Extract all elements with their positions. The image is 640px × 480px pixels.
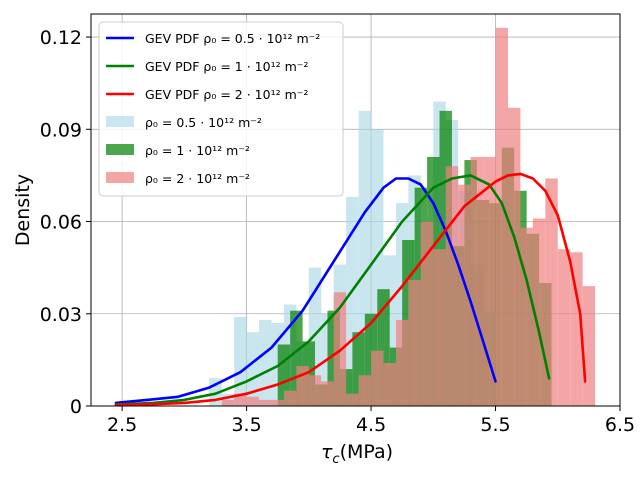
histogram-bar: [246, 396, 260, 406]
plot-frame: [90, 13, 621, 407]
histogram-bar: [458, 184, 471, 406]
histogram-bar: [483, 156, 496, 406]
x-axis-symbol: τ: [321, 441, 333, 463]
histogram-bar: [507, 107, 521, 406]
axis-ticks: 2.5 3.5 4.5 5.5 6.5 0 0.03 0.06 0.09 0.12: [40, 27, 635, 436]
histogram-bar: [246, 332, 260, 406]
legend-patch-swatch: [106, 116, 134, 127]
histogram-bar: [383, 362, 396, 406]
legend: GEV PDF ρ₀ = 0.5 · 10¹² m⁻² GEV PDF ρ₀ = …: [98, 21, 344, 197]
histogram-bar: [582, 286, 596, 406]
histogram-bar: [234, 316, 247, 406]
histogram-bar: [283, 390, 297, 406]
legend-entry-label: ρ₀ = 1 · 10¹² m⁻²: [145, 143, 250, 158]
histogram-bar: [358, 375, 372, 406]
y-tick-label: 0.09: [40, 119, 82, 141]
histogram-bar: [495, 27, 508, 406]
histogram-bar: [545, 178, 558, 406]
legend-entry-label: ρ₀ = 0.5 · 10¹² m⁻²: [145, 115, 262, 130]
histogram-bar: [221, 399, 235, 406]
histogram-bar: [346, 393, 359, 406]
histogram-bar: [570, 252, 583, 406]
histogram-bar: [532, 218, 546, 406]
legend-patch-swatch: [106, 144, 134, 155]
x-tick-label: 5.5: [480, 414, 510, 436]
histogram-bar: [371, 350, 384, 406]
histogram-bar: [557, 249, 571, 406]
histogram-bar: [520, 227, 533, 406]
histogram-bar: [445, 166, 459, 406]
y-axis-label: Density: [12, 174, 34, 246]
x-tick-label: 6.5: [605, 414, 635, 436]
histogram-bar: [321, 381, 334, 406]
legend-box: [98, 21, 344, 197]
y-tick-label: 0.06: [40, 212, 82, 234]
histogram-bar: [259, 399, 272, 406]
histogram-bar: [408, 279, 421, 406]
histogram-bar: [259, 319, 272, 406]
x-axis-unit: (MPa): [340, 441, 393, 463]
histogram-bar: [470, 156, 484, 406]
legend-entry-label: GEV PDF ρ₀ = 0.5 · 10¹² m⁻²: [145, 31, 320, 46]
histogram-bar: [395, 319, 409, 406]
y-tick-label: 0.03: [40, 304, 82, 326]
legend-entry-label: ρ₀ = 2 · 10¹² m⁻²: [145, 171, 250, 186]
histogram-bar: [271, 399, 284, 406]
gev-curves: [114, 172, 587, 407]
histogram-bar: [308, 375, 322, 406]
x-axis-subscript: c: [332, 452, 339, 467]
gev-curve-1: [114, 177, 497, 405]
legend-patch-swatch: [106, 172, 134, 183]
x-axis-label: τc(MPa): [321, 441, 393, 467]
histogram-bar: [420, 221, 434, 406]
y-tick-label: 0: [70, 396, 82, 418]
x-tick-label: 2.5: [107, 414, 137, 436]
gev-curve-3: [114, 172, 587, 407]
y-tick-label: 0.12: [40, 27, 82, 49]
histograms: [209, 27, 596, 407]
legend-entry-label: GEV PDF ρ₀ = 1 · 10¹² m⁻²: [145, 59, 308, 74]
gev-curve-2: [114, 174, 551, 406]
histogram-bar: [433, 249, 446, 406]
legend-entry-label: GEV PDF ρ₀ = 2 · 10¹² m⁻²: [145, 87, 308, 102]
x-tick-label: 4.5: [356, 414, 386, 436]
x-tick-label: 3.5: [231, 414, 261, 436]
